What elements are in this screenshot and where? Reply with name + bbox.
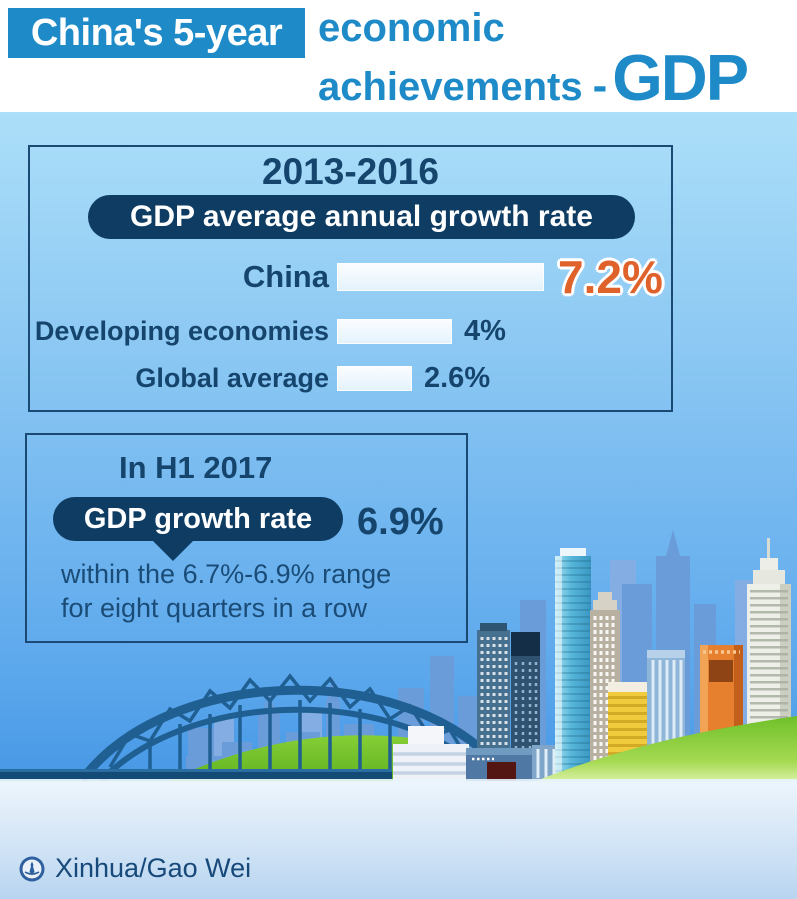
water-veil [0, 781, 797, 899]
gdp-note-line1: within the 6.7%-6.9% range [61, 559, 392, 589]
bar-global-average [337, 365, 412, 391]
bar-label-china: China [242, 259, 329, 294]
bar-row-china: China 7.2% [30, 249, 671, 305]
bar-value-developing-economies: 4% [464, 314, 506, 347]
header-topic: GDP [612, 41, 749, 114]
series-label: China's 5-year [30, 11, 283, 54]
chart-title-pill: GDP average annual growth rate [88, 195, 635, 239]
h1-2017-panel: In H1 2017 GDP growth rate 6.9% within t… [25, 433, 468, 643]
chart-title: GDP average annual growth rate [130, 200, 593, 233]
bar-value-china: 7.2% [558, 251, 663, 303]
bar-developing-economies [337, 318, 452, 344]
bar-china [337, 263, 544, 291]
header-series-badge: China's 5-year [8, 8, 305, 58]
bar-row-developing-economies: Developing economies 4% [30, 311, 671, 351]
gdp-growth-chart-panel: 2013-2016 GDP average annual growth rate… [28, 145, 673, 412]
bar-label-developing-economies: Developing economies [34, 315, 329, 346]
header-line2: achievements - GDP [318, 41, 749, 114]
bar-value-global-average: 2.6% [424, 361, 491, 394]
xinhua-logo-icon [19, 856, 45, 881]
header-line1: economic [318, 6, 505, 50]
h1-2017-title: In H1 2017 [119, 450, 273, 485]
gdp-note: within the 6.7%-6.9% range for eight qua… [61, 557, 391, 625]
right-hill [536, 716, 797, 781]
gdp-note-line2: for eight quarters in a row [61, 593, 368, 623]
waterline [0, 779, 797, 782]
bar-label-global-average: Global average [135, 362, 329, 393]
chart-period: 2013-2016 [262, 151, 439, 192]
header-title: economic achievements - GDP [318, 4, 749, 114]
bar-row-global-average: Global average 2.6% [30, 358, 671, 398]
gdp-growth-rate-bubble: GDP growth rate [53, 497, 343, 541]
credit: Xinhua/Gao Wei [19, 853, 251, 884]
bubble-tail [147, 535, 199, 561]
gdp-growth-rate-label: GDP growth rate [83, 502, 313, 535]
gdp-growth-rate-value: 6.9% [357, 501, 444, 543]
header-dash: - [592, 61, 608, 110]
header-line2-text: achievements [318, 65, 583, 109]
city-buildings [393, 538, 791, 781]
credit-text: Xinhua/Gao Wei [55, 853, 252, 883]
header: China's 5-year economic achievements - G… [0, 0, 797, 112]
